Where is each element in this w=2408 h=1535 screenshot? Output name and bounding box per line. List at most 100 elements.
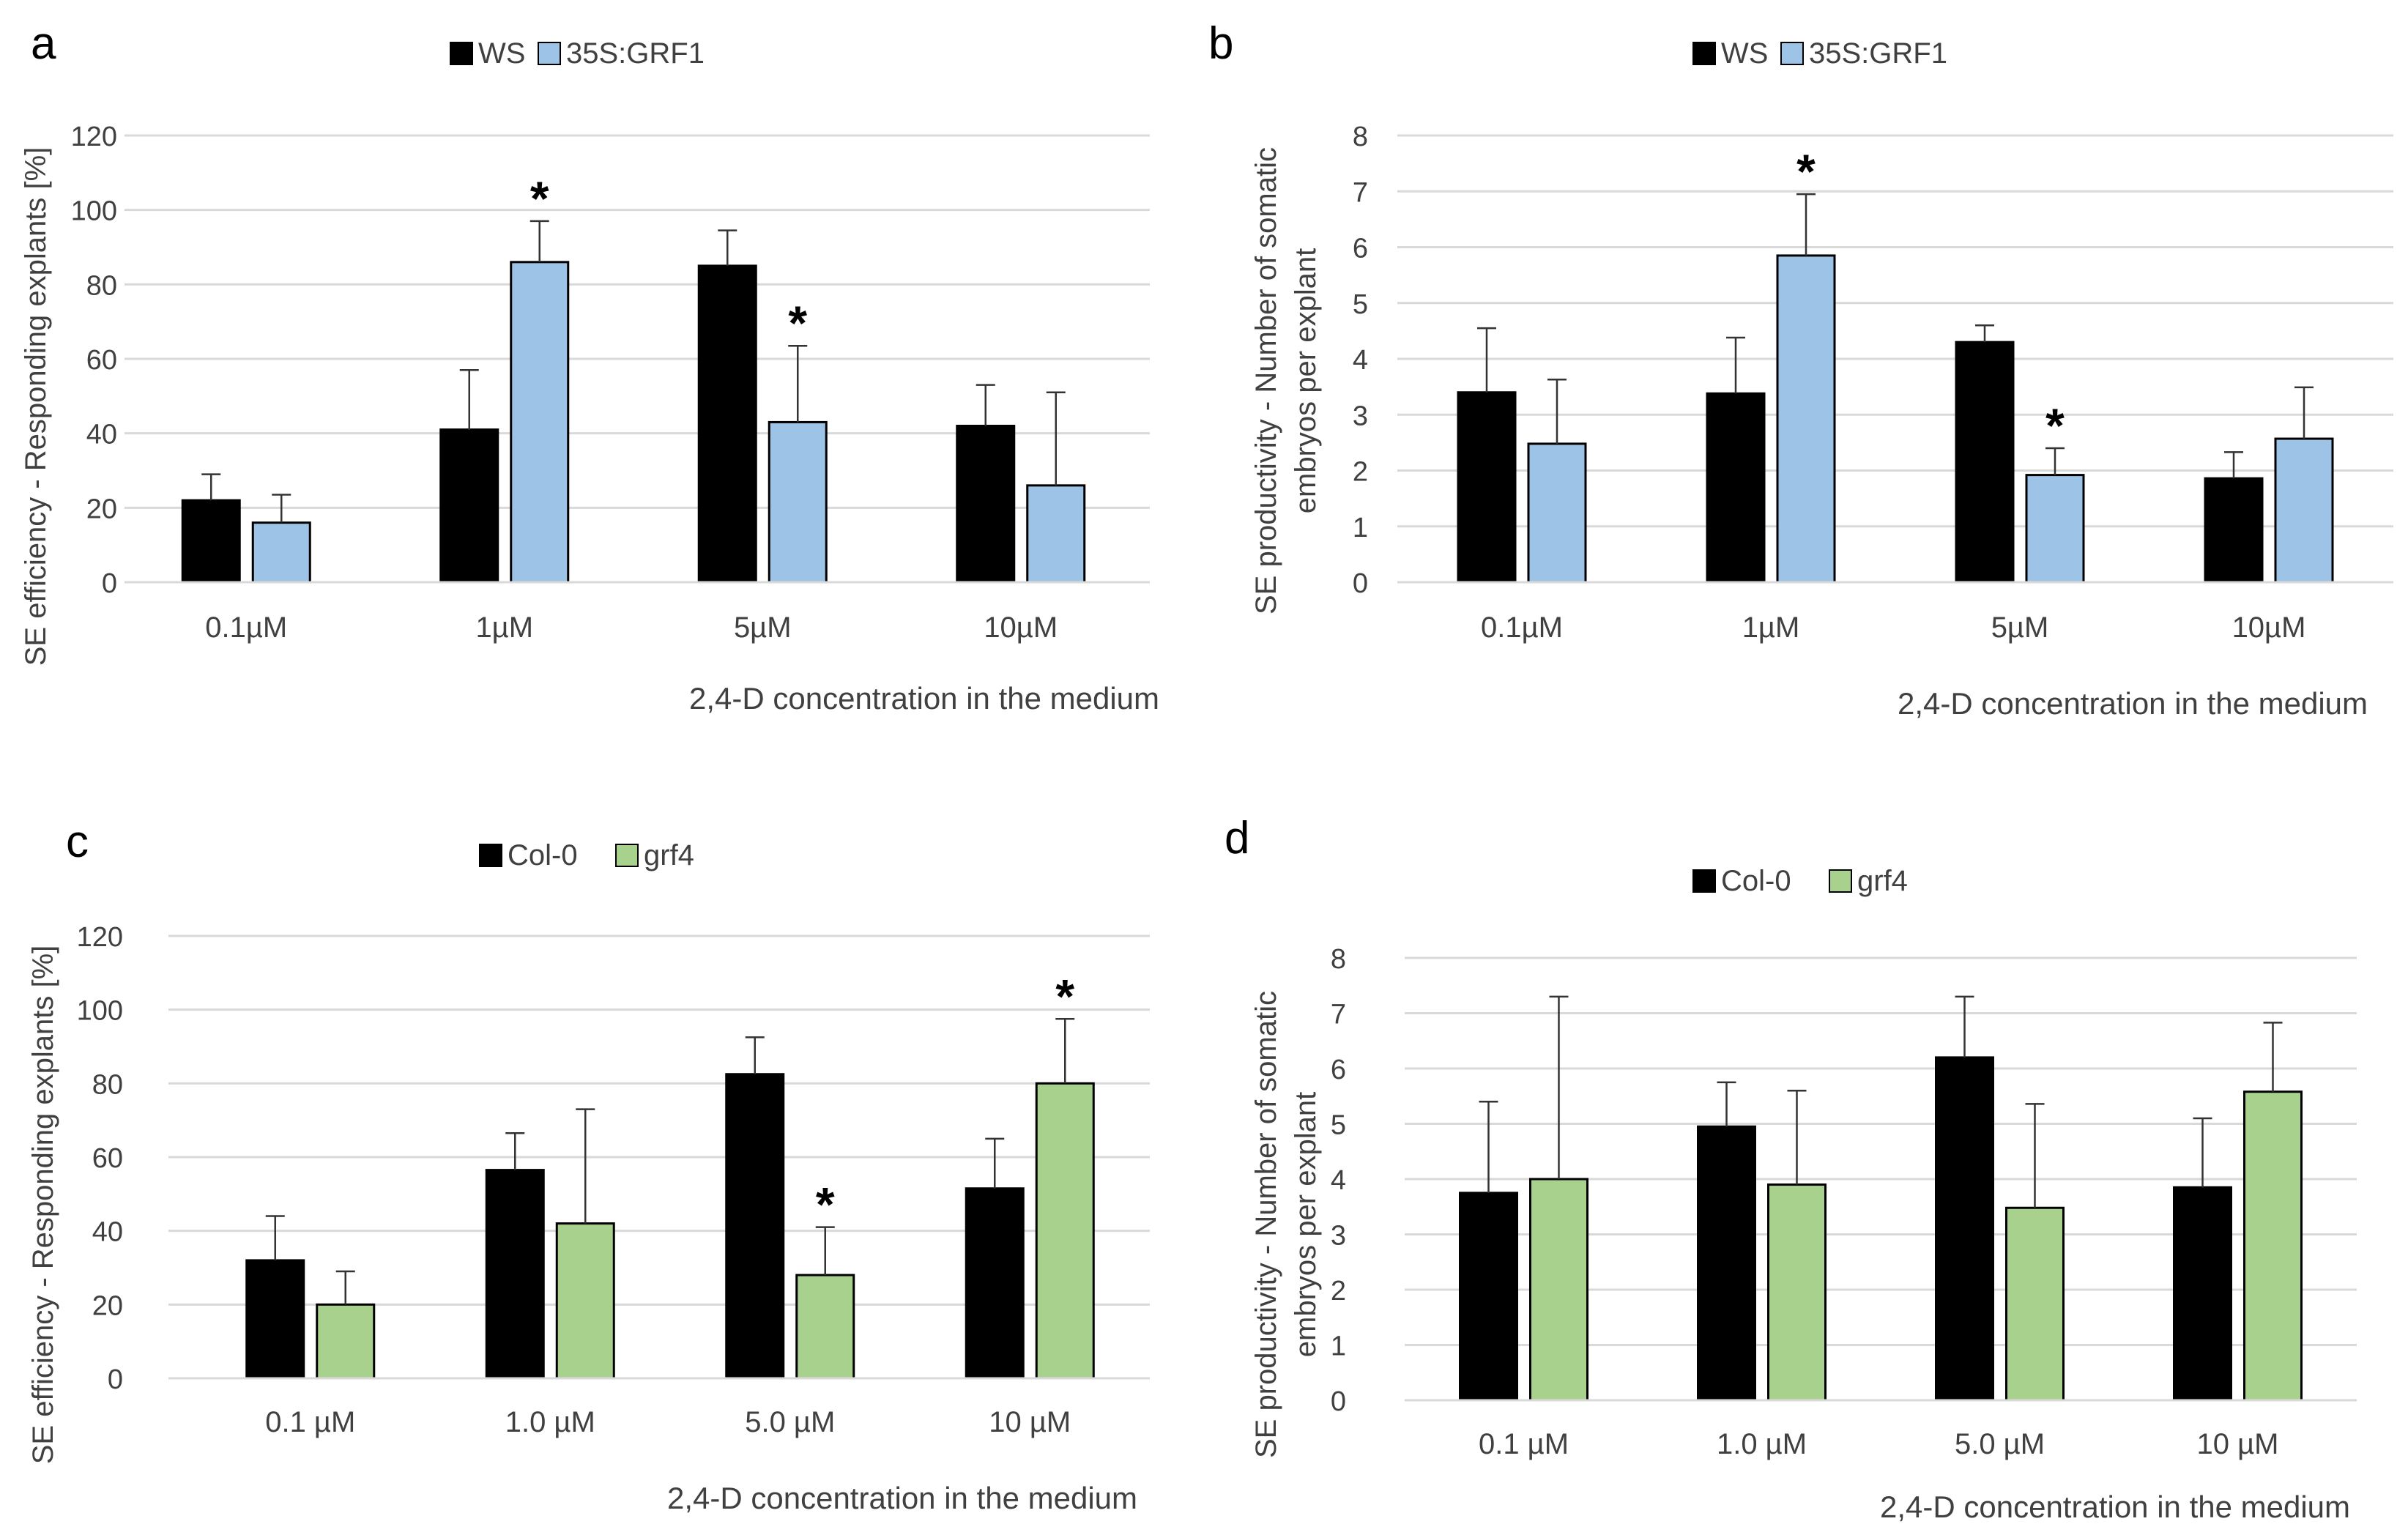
legend-label: Col-0 xyxy=(508,839,578,871)
x-tick-label: 5µM xyxy=(734,612,792,644)
legend-label: grf4 xyxy=(1857,865,1908,897)
y-axis-title: SE productivity - Number of somatic xyxy=(1250,991,1282,1458)
y-axis-title: embryos per explant xyxy=(1290,248,1322,513)
bar-ws xyxy=(1457,391,1517,584)
bar-35s-grf1 xyxy=(251,521,311,584)
y-tick-label: 3 xyxy=(1331,1221,1346,1252)
x-tick-label: 1.0 µM xyxy=(1717,1428,1807,1460)
y-tick-label: 1 xyxy=(1353,513,1368,543)
legend-label: grf4 xyxy=(644,839,694,871)
legend-swatch xyxy=(1692,42,1716,65)
y-tick-label: 100 xyxy=(71,196,117,227)
y-tick-label: 2 xyxy=(1331,1276,1346,1307)
x-tick-label: 0.1µM xyxy=(1481,612,1563,644)
x-axis-title: 2,4-D concentration in the medium xyxy=(667,1481,1137,1515)
y-tick-label: 120 xyxy=(77,922,123,953)
bar-grf4 xyxy=(316,1303,376,1380)
legend-label: WS xyxy=(1721,37,1768,70)
panel-c-chart: 0 20 40 60 80 100 120 0.1 µM 1.0 µM 5.0 µM 10 µM * *… xyxy=(27,839,1150,1515)
legend-label: 35S:GRF1 xyxy=(566,37,705,70)
bar-col-0 xyxy=(725,1073,785,1380)
x-tick-label: 5.0 µM xyxy=(1955,1428,2045,1460)
y-tick-label: 7 xyxy=(1331,1000,1346,1030)
y-axis-title: SE efficiency - Responding explants [%] xyxy=(20,147,52,666)
y-tick-label: 80 xyxy=(92,1069,123,1100)
x-axis-title: 2,4-D concentration in the medium xyxy=(1880,1490,2350,1524)
x-tick-label: 0.1 µM xyxy=(265,1406,355,1438)
bar-ws xyxy=(1706,392,1766,584)
x-axis-title: 2,4-D concentration in the medium xyxy=(1898,686,2368,721)
y-tick-label: 7 xyxy=(1353,177,1368,208)
bar-col-0 xyxy=(1459,1192,1518,1402)
panel-b-chart: 0 1 2 3 4 5 6 7 8 0.1µM 1µM 5µM 10µM * * 2,4-D concentr… xyxy=(1250,37,2393,721)
x-tick-label: 0.1 µM xyxy=(1479,1428,1569,1460)
legend-swatch xyxy=(1829,869,1852,893)
x-tick-label: 1µM xyxy=(1742,612,1800,644)
bar-grf4 xyxy=(555,1222,615,1380)
significance-asterisk: * xyxy=(530,171,549,226)
y-tick-label: 20 xyxy=(92,1290,123,1321)
legend-swatch xyxy=(538,42,561,65)
bar-col-0 xyxy=(245,1259,305,1380)
x-tick-label: 10µM xyxy=(2232,612,2306,644)
y-tick-label: 8 xyxy=(1353,122,1368,152)
bar-col-0 xyxy=(1697,1125,1756,1402)
bar-grf4 xyxy=(1767,1183,1827,1402)
y-tick-label: 120 xyxy=(71,122,117,152)
bar-col-0 xyxy=(1935,1056,1994,1402)
legend-swatch xyxy=(1692,869,1716,893)
bar-35s-grf1 xyxy=(510,261,570,584)
y-tick-label: 5 xyxy=(1353,289,1368,320)
y-tick-label: 4 xyxy=(1331,1165,1346,1196)
significance-asterisk: * xyxy=(1796,144,1816,198)
x-tick-label: 1.0 µM xyxy=(505,1406,595,1438)
y-tick-label: 2 xyxy=(1353,457,1368,488)
y-tick-label: 60 xyxy=(92,1143,123,1174)
bar-col-0 xyxy=(2173,1186,2232,1402)
significance-asterisk: * xyxy=(788,296,807,350)
panel-letter-b: b xyxy=(1208,18,1233,69)
y-tick-label: 5 xyxy=(1331,1110,1346,1141)
bar-35s-grf1 xyxy=(768,420,828,584)
y-tick-label: 20 xyxy=(86,494,117,524)
x-tick-label: 10µM xyxy=(984,612,1058,644)
panel-letter-c: c xyxy=(66,817,89,867)
x-tick-label: 1µM xyxy=(475,612,533,644)
legend-swatch xyxy=(615,844,639,867)
bar-col-0 xyxy=(965,1187,1025,1380)
bar-ws xyxy=(181,499,241,584)
y-tick-label: 8 xyxy=(1331,944,1346,975)
x-tick-label: 0.1µM xyxy=(205,612,287,644)
legend-swatch xyxy=(450,42,473,65)
y-tick-label: 0 xyxy=(1331,1386,1346,1417)
x-tick-label: 10 µM xyxy=(989,1406,1071,1438)
y-tick-label: 40 xyxy=(86,420,117,450)
y-tick-label: 0 xyxy=(102,568,117,599)
bar-col-0 xyxy=(485,1169,545,1380)
bar-35s-grf1 xyxy=(1776,254,1836,584)
y-tick-label: 80 xyxy=(86,270,117,301)
bar-grf4 xyxy=(1035,1082,1095,1380)
y-tick-label: 6 xyxy=(1331,1055,1346,1085)
legend-label: 35S:GRF1 xyxy=(1809,37,1947,70)
bar-35s-grf1 xyxy=(2274,437,2334,584)
significance-asterisk: * xyxy=(1055,969,1074,1023)
y-tick-label: 1 xyxy=(1331,1331,1346,1362)
x-tick-label: 5µM xyxy=(1991,612,2049,644)
bar-ws xyxy=(439,428,499,584)
y-axis-title: embryos per explant xyxy=(1290,1092,1322,1357)
panel-d-chart: 0 1 2 3 4 5 6 7 8 0.1 µM 1.0 µM 5.0 µM 10 µM 2,4-D co… xyxy=(1250,865,2357,1524)
x-tick-label: 10 µM xyxy=(2197,1428,2279,1460)
y-tick-label: 40 xyxy=(92,1217,123,1248)
bar-ws xyxy=(956,425,1016,584)
bar-35s-grf1 xyxy=(1527,442,1587,584)
y-axis-title: SE efficiency - Responding explants [%] xyxy=(27,945,59,1465)
bar-grf4 xyxy=(2243,1090,2303,1402)
bar-35s-grf1 xyxy=(2025,474,2085,584)
panel-letter-d: d xyxy=(1225,813,1249,863)
significance-asterisk: * xyxy=(2045,398,2065,453)
panel-a-chart: 0 20 40 60 80 100 120 0.1µM 1µM 5µM 10µM * * 2,4-D co… xyxy=(20,37,1159,716)
significance-asterisk: * xyxy=(816,1178,835,1232)
y-tick-label: 3 xyxy=(1353,401,1368,431)
